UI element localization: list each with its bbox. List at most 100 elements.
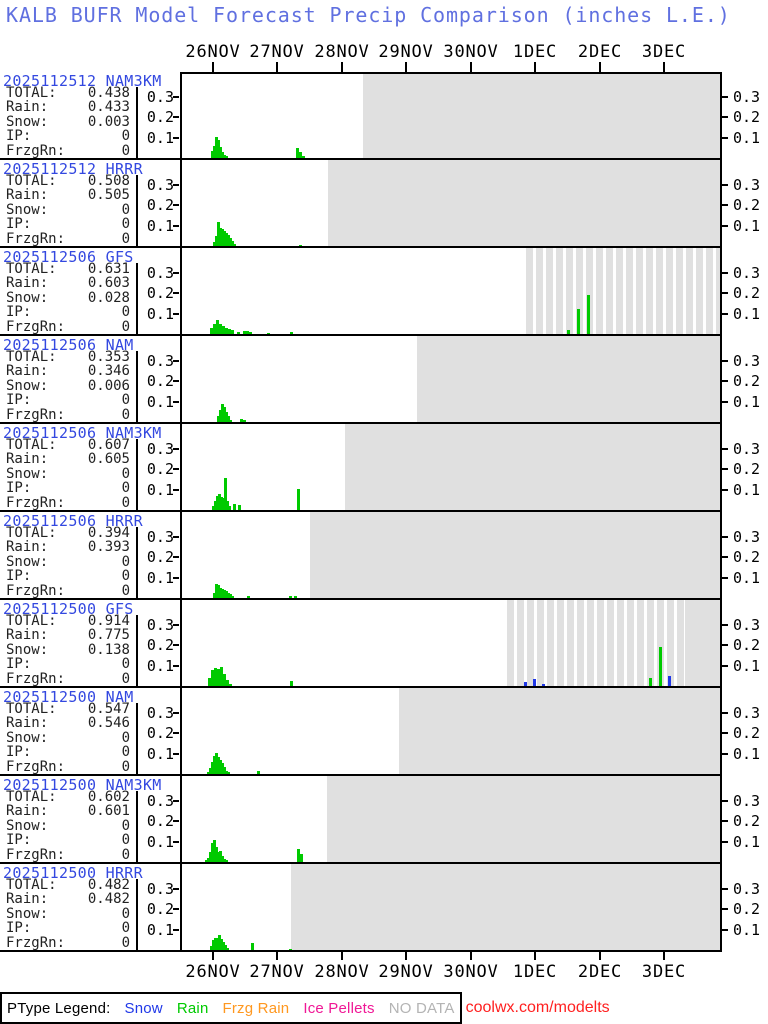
precip-bar-rain: [216, 496, 219, 510]
precip-bar-rain: [297, 849, 300, 862]
nodata-region: [310, 512, 720, 598]
precip-bar-rain: [219, 147, 222, 158]
precip-bar-rain: [219, 410, 222, 422]
precip-bar-rain: [219, 228, 222, 246]
precip-bar-rain: [299, 245, 302, 246]
stat-label: Rain:: [6, 891, 49, 908]
stat-row: TOTAL: 0.914: [6, 614, 130, 629]
y-tick-label-left: 0.3: [146, 175, 174, 194]
precip-bar-rain: [217, 669, 220, 686]
plot-area: [180, 688, 720, 774]
date-tick-label: 26NOV: [185, 962, 241, 982]
y-tick-label-left: 0.2: [146, 724, 174, 742]
plot-left-frame: [180, 160, 182, 248]
plot-area: [180, 160, 720, 246]
y-tick-label-right: 0.1: [733, 568, 761, 587]
y-tick-mark-right: [722, 400, 728, 403]
date-tick-label: 28NOV: [314, 42, 370, 62]
stat-row: TOTAL: 0.394: [6, 526, 130, 541]
stat-label: Rain:: [6, 275, 49, 292]
stat-label: Snow:: [6, 729, 49, 746]
stat-value: 0.505: [87, 187, 130, 204]
precip-bar-rain: [217, 852, 220, 862]
stat-row: FrzgRn: 0: [6, 934, 130, 951]
model-panels: 2025112512 NAM3KM TOTAL: 0.438 Rain: 0.433 Sn…: [0, 72, 768, 952]
stat-row: TOTAL: 0.482: [6, 877, 130, 893]
y-tick-label-left: 0.1: [146, 128, 174, 147]
panel-separator: [0, 246, 722, 248]
stat-label: IP:: [6, 216, 32, 233]
stat-label: IP:: [6, 656, 32, 673]
stats-block: TOTAL: 0.547 Rain: 0.546 Snow: 0 IP: 0 FrzgRn: 0: [6, 702, 130, 774]
stats-divider-line: [136, 351, 138, 422]
y-tick-mark-left: [173, 204, 179, 206]
precip-bar-rain: [212, 506, 215, 510]
model-run-label: 2025112512 HRRR: [3, 160, 143, 178]
stat-value: 0.605: [87, 451, 130, 468]
stat-value: 0: [121, 128, 130, 145]
panel-separator: [0, 510, 722, 512]
y-tick-mark-left: [173, 820, 179, 822]
stat-label: TOTAL:: [6, 877, 57, 893]
precip-bar-rain: [225, 233, 228, 246]
precip-bar-rain: [219, 324, 222, 334]
nodata-region: [345, 424, 720, 510]
stat-label: IP:: [6, 920, 32, 937]
stat-value: 0: [121, 817, 130, 834]
stat-label: FrzgRn:: [6, 582, 66, 599]
plot-right-frame: [720, 160, 722, 248]
y-tick-mark-left: [173, 556, 179, 558]
stat-label: IP:: [6, 392, 32, 409]
precip-bar-rain: [217, 416, 220, 422]
stat-value: 0.607: [87, 437, 130, 453]
bottom-date-axis: 26NOV 27NOV 28NOV 29NOV 30NOV 1DEC 2DEC 3DEC: [0, 952, 768, 986]
y-tick-mark-left: [173, 711, 179, 714]
date-tick-mark: [534, 952, 536, 960]
stat-row: Rain: 0.601: [6, 804, 130, 819]
precip-bar-rain: [229, 594, 232, 598]
stat-row: IP: 0: [6, 920, 130, 937]
y-tick-label-right: 0.2: [733, 724, 761, 742]
precip-bar-rain: [213, 324, 216, 334]
y-tick-label-right: 0.1: [733, 656, 761, 675]
stat-value: 0.508: [87, 173, 130, 189]
precip-bar-rain: [267, 333, 270, 334]
stat-value: 0: [121, 920, 130, 937]
nodata-region: [526, 248, 720, 334]
stat-value: 0: [121, 582, 130, 599]
precip-bar-rain: [289, 596, 292, 598]
y-tick-label-left: 0.2: [146, 372, 174, 390]
precip-bar-rain: [207, 858, 210, 862]
stats-divider-line: [136, 791, 138, 862]
stat-value: 0: [121, 934, 130, 951]
precip-bar-rain: [211, 843, 214, 862]
y-tick-label-left: 0.2: [146, 548, 174, 566]
plot-area: [180, 600, 720, 686]
y-tick-mark-left: [173, 535, 179, 538]
stat-label: FrzgRn:: [6, 670, 66, 687]
y-tick-mark-left: [173, 468, 179, 470]
stat-row: TOTAL: 0.353: [6, 350, 130, 365]
y-tick-label-left: 0.3: [146, 351, 174, 370]
stat-value: 0: [121, 216, 130, 233]
y-tick-mark-right: [722, 644, 728, 646]
stat-row: Rain: 0.433: [6, 100, 130, 115]
precip-bar-rain: [228, 506, 231, 510]
y-tick-mark-right: [722, 799, 728, 802]
stat-value: 0: [121, 568, 130, 585]
precip-bar-rain: [222, 498, 225, 510]
panel-separator: [0, 862, 722, 864]
precip-bar-rain: [224, 478, 227, 510]
panel-top-frame: [180, 72, 722, 74]
precip-bar-rain: [205, 860, 208, 862]
plot-area: [180, 248, 720, 334]
precip-bar-rain: [223, 674, 226, 686]
y-tick-mark-right: [722, 183, 728, 186]
stat-value: 0.393: [87, 539, 130, 556]
y-tick-mark-right: [722, 752, 728, 755]
y-tick-label-right: 0.2: [733, 108, 761, 126]
date-tick-mark: [599, 952, 601, 960]
y-tick-label-right: 0.2: [733, 284, 761, 302]
precip-bar-rain: [221, 856, 224, 862]
date-tick-label: 3DEC: [641, 962, 687, 982]
